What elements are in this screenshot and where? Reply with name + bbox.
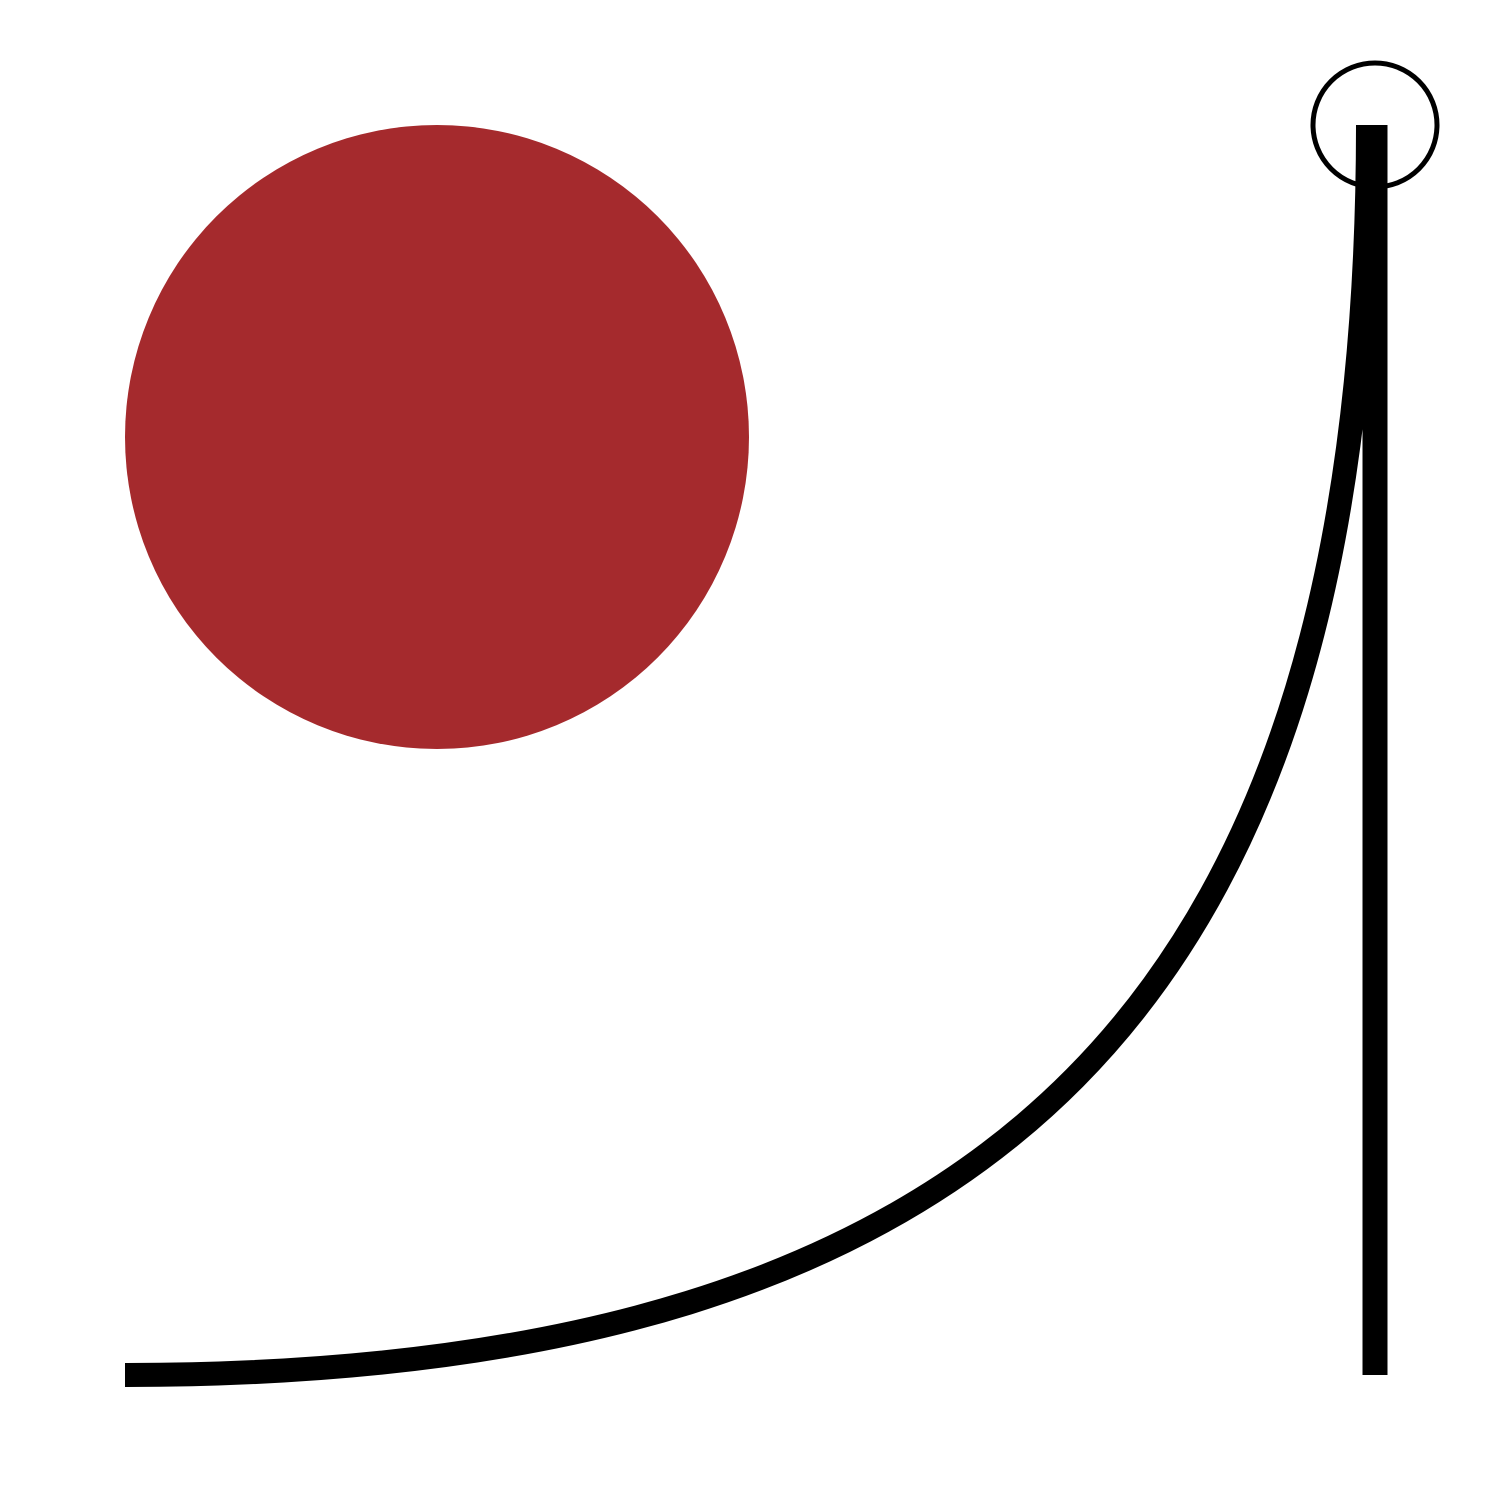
bezier-curve [124,124,1380,1387]
control-point-handle[interactable] [1310,60,1440,190]
filled-red-circle [125,125,749,749]
